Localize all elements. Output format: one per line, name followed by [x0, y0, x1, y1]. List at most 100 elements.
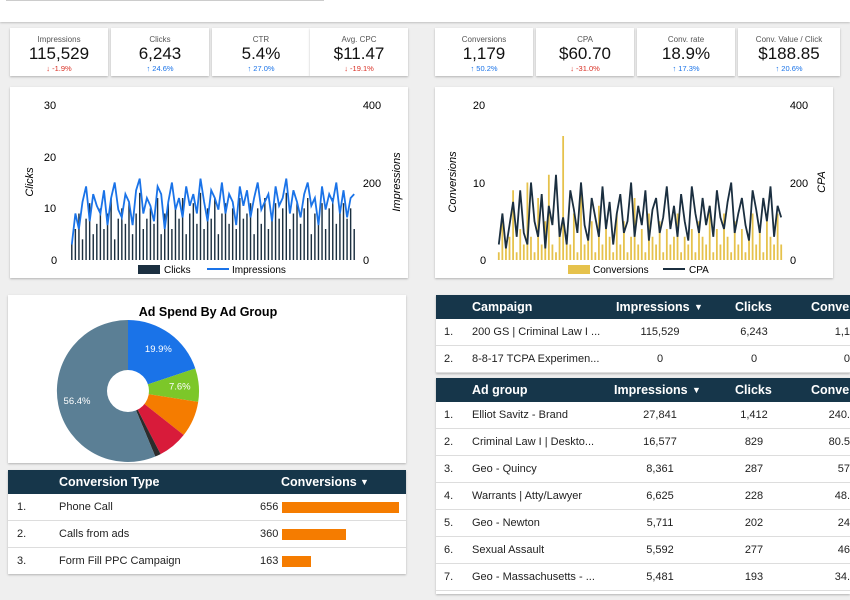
clicks-bar — [138, 192, 141, 260]
conversions-cpa-chart: 20 10 0 400 200 0 Conversions CPA Conver… — [447, 100, 828, 276]
table-row[interactable]: 3. Geo - Quincy 8,361 287 57 — [436, 456, 850, 483]
sort-down-icon[interactable]: ▼ — [692, 385, 701, 395]
column-header-conversion-type[interactable]: Conversion Type — [59, 475, 160, 489]
clicks-cell: 202 — [744, 517, 764, 529]
clicks-bar — [149, 208, 152, 260]
conversions-bar — [730, 252, 733, 260]
y2-tick-label: 400 — [790, 100, 808, 112]
column-header-campaign[interactable]: Campaign — [472, 300, 533, 314]
y-tick-label: 20 — [44, 152, 56, 164]
clicks-bar — [339, 213, 341, 260]
clicks-bar — [224, 203, 227, 260]
campaign-name-cell[interactable]: 200 GS | Criminal Law I ... — [472, 326, 601, 338]
conversions-bar — [655, 244, 657, 260]
ad-group-name-cell[interactable]: Geo - Newton — [472, 517, 540, 529]
table-row[interactable]: 6. Sexual Assault 5,592 277 46 — [436, 537, 850, 564]
conversions-bar — [719, 244, 722, 260]
conversions-bar — [551, 244, 554, 260]
ad-group-name-cell[interactable]: Elliot Savitz - Brand — [472, 409, 568, 421]
clicks-bar — [92, 234, 94, 260]
clicks-bar — [231, 208, 234, 260]
clicks-bar — [131, 234, 134, 260]
ad-group-name-cell[interactable]: Criminal Law I | Deskto... — [472, 436, 595, 448]
clicks-bar — [285, 192, 288, 260]
y-tick-label: 20 — [473, 100, 485, 112]
legend-swatch-clicks — [138, 265, 160, 274]
impressions-cell: 5,481 — [646, 571, 674, 583]
clicks-bar — [181, 198, 184, 260]
clicks-bar — [74, 229, 77, 260]
table-row[interactable]: 5. Geo - Newton 5,711 202 24 — [436, 510, 850, 537]
column-header-conversions[interactable]: Conver — [811, 383, 850, 397]
column-header-ad-group[interactable]: Ad group — [472, 383, 528, 397]
conversions-bar — [594, 252, 597, 260]
conversion-type-cell: Calls from ads — [59, 528, 130, 540]
row-index: 4. — [444, 490, 454, 502]
conversions-bar — [526, 182, 529, 260]
column-header-impressions[interactable]: Impressions — [616, 300, 690, 314]
clicks-bar — [146, 218, 148, 260]
table-row[interactable]: 2. Calls from ads 360 — [8, 521, 406, 548]
table-row[interactable]: 1. Elliot Savitz - Brand 27,841 1,412 24… — [436, 402, 850, 429]
kpi-label: Conv. Value / Click — [755, 35, 823, 44]
conversions-bar — [497, 252, 500, 260]
ad-group-name-cell[interactable]: Warrants | Atty/Lawyer — [472, 490, 583, 502]
ad-group-name-cell[interactable]: Geo - Massachusetts - ... — [472, 571, 595, 583]
conversions-bar — [773, 244, 775, 260]
kpi-value: $188.85 — [758, 44, 820, 63]
conversions-bar — [558, 229, 561, 260]
column-header-clicks[interactable]: Clicks — [735, 383, 772, 397]
sort-down-icon[interactable]: ▼ — [694, 302, 703, 312]
clicks-bar — [321, 203, 323, 260]
conversions-cpa-chart-card: 20 10 0 400 200 0 Conversions CPA Conver… — [435, 87, 833, 278]
pie-slice-label: 19.9% — [145, 344, 172, 355]
clicks-bar — [99, 208, 102, 260]
table-row[interactable]: 1. 200 GS | Criminal Law I ... 115,529 6… — [436, 319, 850, 346]
clicks-bar — [264, 198, 266, 260]
clicks-bar — [342, 203, 345, 260]
conversions-bar — [501, 213, 504, 260]
clicks-bar — [71, 244, 73, 260]
kpi-impressions: Impressions 115,529 ↓ -1.9% — [10, 28, 108, 76]
kpi-value: 6,243 — [138, 44, 182, 63]
kpi-label: Avg. CPC — [341, 35, 377, 44]
conversions-bar — [547, 174, 550, 260]
clicks-bar — [278, 218, 280, 260]
clicks-bar — [314, 213, 316, 260]
ad-group-name-cell[interactable]: Sexual Assault — [472, 544, 545, 556]
campaign-name-cell[interactable]: 8-8-17 TCPA Experimen... — [472, 353, 600, 365]
conversions-cell: 34. — [834, 571, 850, 583]
conversions-bar — [690, 229, 693, 260]
kpi-ctr: CTR 5.4% ↑ 27.0% — [212, 28, 310, 76]
clicks-bar — [228, 223, 230, 260]
ad-group-name-cell[interactable]: Geo - Quincy — [472, 463, 537, 475]
conversions-bar — [651, 236, 654, 260]
table-row[interactable]: 3. Form Fill PPC Campaign 163 — [8, 548, 406, 574]
column-header-clicks[interactable]: Clicks — [735, 300, 772, 314]
column-header-conversions[interactable]: Conver — [811, 300, 850, 314]
conversions-bar — [505, 244, 507, 260]
conversions-bar — [515, 252, 518, 260]
conversions-bar — [612, 252, 615, 260]
arrow-down-icon: ↓ — [344, 64, 351, 73]
arrow-down-icon: ↓ — [570, 64, 577, 73]
conversions-bar — [508, 236, 511, 260]
kpi-delta: ↑ 24.6% — [111, 64, 209, 73]
table-row[interactable]: 2. 8-8-17 TCPA Experimen... 0 0 0 — [436, 346, 850, 373]
conversions-bar — [705, 244, 708, 260]
table-row[interactable]: 2. Criminal Law I | Deskto... 16,577 829… — [436, 429, 850, 456]
column-header-impressions[interactable]: Impressions — [614, 383, 688, 397]
column-header-conversions[interactable]: Conversions — [281, 475, 357, 489]
table-row[interactable]: 1. Phone Call 656 — [8, 494, 406, 521]
table-row[interactable]: 4. Warrants | Atty/Lawyer 6,625 228 48. — [436, 483, 850, 510]
sort-down-icon[interactable]: ▼ — [360, 477, 369, 487]
table-row[interactable]: 7. Geo - Massachusetts - ... 5,481 193 3… — [436, 564, 850, 591]
conversions-cell: 80.5 — [828, 436, 850, 448]
clicks-bar — [203, 229, 205, 260]
conversions-bar — [712, 252, 715, 260]
kpi-conv-value-per-click: Conv. Value / Click $188.85 ↑ 20.6% — [738, 28, 840, 76]
row-index: 2. — [444, 353, 454, 365]
conversions-bar — [762, 252, 765, 260]
conversions-bar — [540, 244, 543, 260]
conversions-bar — [669, 244, 672, 260]
